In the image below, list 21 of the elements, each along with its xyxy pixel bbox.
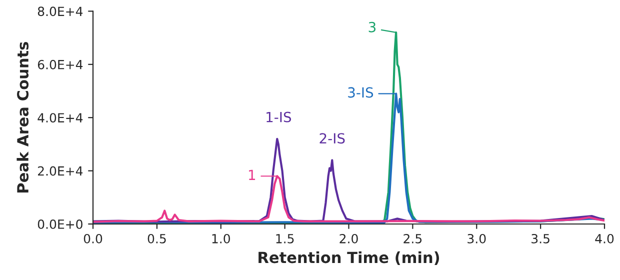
y-tick-label: 6.0E+4 — [38, 60, 83, 70]
x-tick-label: 0.0 — [84, 234, 102, 244]
x-tick-label: 4.0 — [595, 234, 614, 244]
x-tick-label: 1.0 — [212, 234, 230, 244]
x-tick-label: 2.0 — [340, 234, 358, 244]
x-tick-label: 3.5 — [532, 234, 550, 244]
y-tick-label: 4.0E+4 — [38, 113, 83, 123]
annotation: 2-IS — [320, 133, 345, 144]
x-tick-label: 1.5 — [276, 234, 294, 244]
y-tick-label: 2.0E+4 — [38, 166, 83, 176]
annotation: 1 — [248, 170, 256, 180]
annotation: 3-IS — [348, 87, 374, 98]
y-axis-title: Peak Area Counts — [16, 42, 29, 192]
x-tick-label: 2.5 — [404, 234, 422, 244]
x-tick-label: 3.0 — [468, 234, 486, 244]
annotation: 3 — [368, 22, 376, 32]
x-tick-label: 0.5 — [148, 234, 166, 244]
y-tick-label: 0.0E+0 — [38, 219, 82, 229]
x-axis-title: Retention Time (min) — [258, 251, 440, 265]
y-tick-label: 8.0E+4 — [38, 6, 83, 16]
annotation: 1-IS — [266, 112, 292, 122]
